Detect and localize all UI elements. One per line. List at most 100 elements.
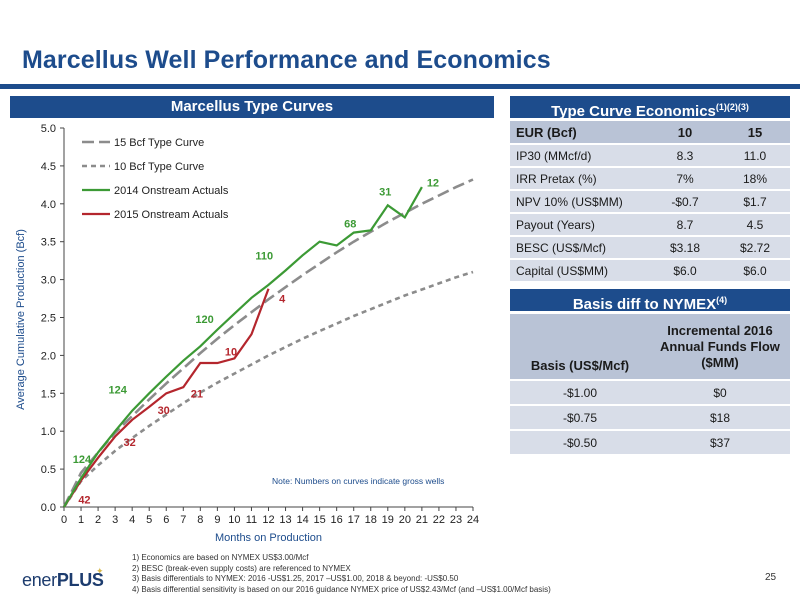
- x-tick-label: 20: [399, 514, 411, 526]
- x-tick-label: 13: [279, 514, 291, 526]
- x-tick-label: 4: [129, 514, 135, 526]
- x-tick-label: 24: [467, 514, 479, 526]
- x-tick-label: 23: [450, 514, 462, 526]
- series-line-10-bcf-type-curve: [62, 270, 474, 508]
- logo-prefix: ener: [22, 570, 57, 590]
- economics-table: EUR (Bcf) 10 15 IP30 (MMcf/d) 8.3 11.0 I…: [510, 121, 790, 283]
- basis-value: -$0.50: [510, 430, 650, 456]
- y-tick-label: 3.5: [41, 237, 56, 249]
- data-label: 42: [78, 494, 90, 506]
- y-tick-label: 4.0: [41, 199, 56, 211]
- x-tick-label: 1: [78, 514, 84, 526]
- x-tick-label: 8: [197, 514, 203, 526]
- y-tick-label: 1.5: [41, 388, 56, 400]
- economics-header-row: EUR (Bcf) 10 15: [510, 121, 790, 145]
- data-label: 30: [158, 405, 170, 417]
- basis-col-label: Basis (US$/Mcf): [510, 314, 650, 381]
- footnotes: 1) Economics are based on NYMEX US$3.00/…: [132, 553, 551, 595]
- table-row: IRR Pretax (%) 7% 18%: [510, 167, 790, 191]
- logo-star-icon: ✦: [96, 566, 104, 576]
- row-value: 8.7: [650, 213, 720, 237]
- table-row: -$0.50 $37: [510, 430, 790, 456]
- funds-flow-value: $37: [650, 430, 790, 456]
- page-number: 25: [765, 572, 777, 583]
- data-label: 10: [225, 347, 237, 359]
- table-row: NPV 10% (US$MM) -$0.7 $1.7: [510, 190, 790, 214]
- y-tick-label: 0.5: [41, 464, 56, 476]
- y-tick-label: 2.5: [41, 313, 56, 325]
- row-label: Capital (US$MM): [510, 259, 650, 283]
- legend-entry: 2015 Onstream Actuals: [114, 209, 229, 221]
- row-value: 4.5: [720, 213, 790, 237]
- data-label: 21: [191, 388, 203, 400]
- row-label: IRR Pretax (%): [510, 167, 650, 191]
- legend-entry: 2014 Onstream Actuals: [114, 185, 229, 197]
- x-tick-label: 22: [433, 514, 445, 526]
- x-tick-label: 16: [331, 514, 343, 526]
- basis-header-row: Basis (US$/Mcf) Incremental 2016 Annual …: [510, 314, 790, 381]
- enerplus-logo: enerPLUS: [22, 570, 104, 591]
- row-value: $2.72: [720, 236, 790, 260]
- economics-col-label: EUR (Bcf): [510, 121, 650, 145]
- funds-flow-col-line: Annual Funds Flow: [660, 338, 780, 354]
- basis-header: Basis diff to NYMEX(4): [510, 289, 790, 313]
- funds-flow-col-line: Incremental 2016: [667, 322, 773, 338]
- logo-suffix: PLUS: [56, 570, 104, 590]
- x-tick-label: 2: [95, 514, 101, 526]
- series-line-2015-onstream-actuals: [63, 288, 270, 508]
- footnote: 2) BESC (break-even supply costs) are re…: [132, 563, 351, 573]
- chart-note: Note: Numbers on curves indicate gross w…: [272, 476, 444, 486]
- x-tick-label: 11: [246, 514, 257, 526]
- series-line-15-bcf-type-curve: [62, 178, 474, 508]
- x-tick-label: 3: [112, 514, 118, 526]
- row-value: -$0.7: [650, 190, 720, 214]
- y-tick-label: 5.0: [41, 123, 56, 135]
- row-value: 7%: [650, 167, 720, 191]
- table-row: IP30 (MMcf/d) 8.3 11.0: [510, 144, 790, 168]
- row-value: $6.0: [720, 259, 790, 283]
- row-value: 11.0: [720, 144, 790, 168]
- x-tick-label: 12: [262, 514, 274, 526]
- row-value: $3.18: [650, 236, 720, 260]
- economics-col-10: 10: [650, 121, 720, 145]
- data-label: 4: [279, 294, 286, 306]
- row-value: 18%: [720, 167, 790, 191]
- x-tick-label: 14: [296, 514, 308, 526]
- y-tick-label: 3.0: [41, 275, 56, 287]
- legend-entry: 15 Bcf Type Curve: [114, 137, 204, 149]
- basis-value: -$1.00: [510, 380, 650, 406]
- funds-flow-value: $0: [650, 380, 790, 406]
- x-tick-label: 5: [146, 514, 152, 526]
- x-tick-label: 21: [416, 514, 428, 526]
- row-value: $1.7: [720, 190, 790, 214]
- table-row: Payout (Years) 8.7 4.5: [510, 213, 790, 237]
- basis-header-sup: (4): [716, 295, 728, 305]
- row-label: NPV 10% (US$MM): [510, 190, 650, 214]
- basis-table: Basis (US$/Mcf) Incremental 2016 Annual …: [510, 314, 790, 456]
- x-tick-label: 7: [180, 514, 186, 526]
- funds-flow-value: $18: [650, 405, 790, 431]
- data-label: 124: [73, 454, 92, 466]
- data-label: 68: [344, 219, 356, 231]
- funds-flow-col-label: Incremental 2016 Annual Funds Flow ($MM): [650, 314, 790, 381]
- x-tick-label: 10: [228, 514, 240, 526]
- data-label: 124: [109, 385, 128, 397]
- data-label: 120: [195, 314, 213, 326]
- row-value: 8.3: [650, 144, 720, 168]
- x-tick-label: 6: [163, 514, 169, 526]
- x-tick-label: 15: [314, 514, 326, 526]
- table-row: BESC (US$/Mcf) $3.18 $2.72: [510, 236, 790, 260]
- y-tick-label: 2.0: [41, 350, 56, 362]
- economics-header-title: Type Curve Economics: [551, 103, 716, 120]
- x-tick-label: 0: [61, 514, 67, 526]
- x-tick-label: 9: [214, 514, 220, 526]
- y-tick-label: 1.0: [41, 426, 56, 438]
- data-label: 32: [123, 437, 135, 449]
- funds-flow-col-line: ($MM): [701, 354, 739, 370]
- table-row: -$1.00 $0: [510, 380, 790, 406]
- x-tick-label: 17: [348, 514, 360, 526]
- title-rule: [0, 84, 800, 89]
- row-value: $6.0: [650, 259, 720, 283]
- chart-panel-header: Marcellus Type Curves: [10, 96, 494, 118]
- page-title: Marcellus Well Performance and Economics: [22, 46, 551, 74]
